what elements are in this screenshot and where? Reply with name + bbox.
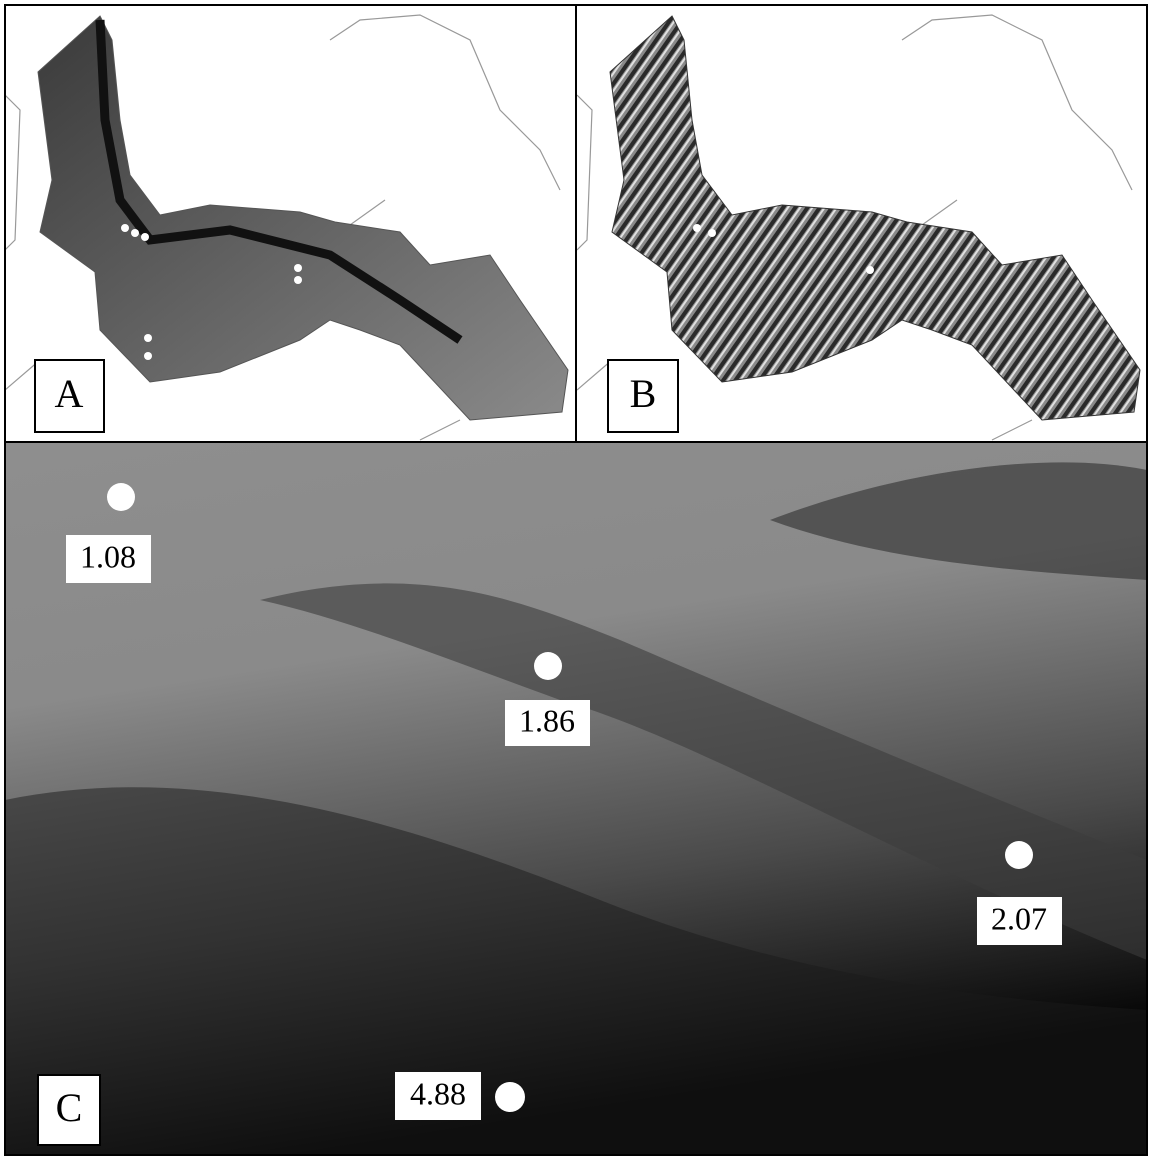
panel-label: B [630, 371, 657, 416]
panel-label: C [56, 1085, 83, 1130]
point-label: 2.07 [991, 900, 1047, 936]
point-label: 4.88 [410, 1075, 466, 1111]
figure: 1.08 1.86 2.07 4.88 A B C [0, 0, 1152, 1160]
page: {"panels": [{"label": "A"}, {"label": "B… [0, 0, 1152, 1160]
point-label: 1.08 [80, 538, 136, 574]
point-label: 1.86 [519, 702, 575, 738]
panel-c [5, 443, 1147, 1155]
panel-label: A [55, 371, 84, 416]
